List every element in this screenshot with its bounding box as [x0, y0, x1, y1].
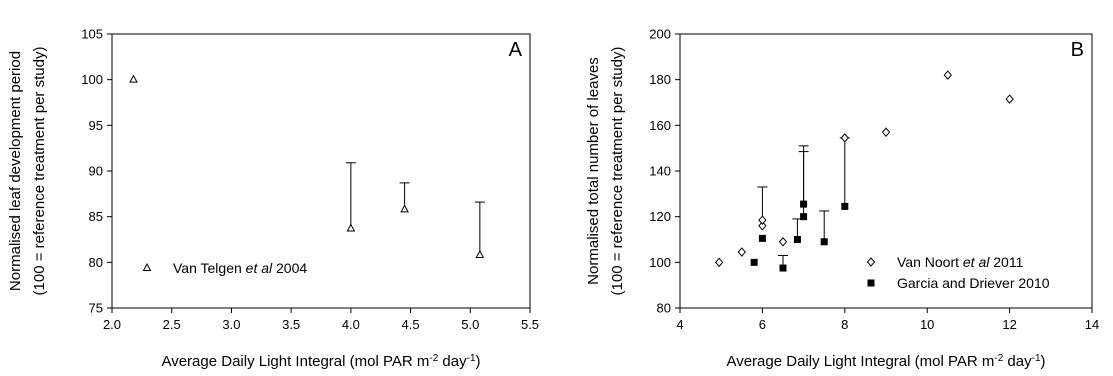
y-tick-label: 140	[649, 164, 671, 179]
data-point	[758, 234, 766, 242]
y-tick-label: 80	[657, 301, 671, 316]
x-tick-label: 8	[841, 317, 848, 332]
data-point	[750, 258, 758, 266]
data-point	[714, 257, 724, 268]
plot-frame	[679, 33, 1093, 309]
x-tick-label: 3.0	[222, 317, 240, 332]
data-point	[346, 223, 356, 232]
data-point	[737, 247, 746, 257]
y-tick-label: 100	[81, 72, 103, 87]
x-axis-label-part: )	[476, 353, 481, 370]
x-axis-label: Average Daily Light Integral (mol PAR m-…	[161, 353, 480, 371]
legend-label-part: Van Noort	[897, 254, 963, 270]
x-tick-label: 3.5	[282, 317, 300, 332]
legend-label-part: 2004	[272, 260, 307, 276]
x-tick-label: 10	[920, 317, 934, 332]
x-axis-label: Average Daily Light Integral (mol PAR m-…	[726, 353, 1045, 371]
data-point	[793, 236, 801, 243]
x-axis-label-sup: -1	[1032, 353, 1041, 364]
x-axis-label-part: day	[1003, 353, 1032, 370]
x-tick-label: 2.5	[163, 317, 181, 332]
x-tick-label: 2.0	[103, 317, 121, 332]
legend-label-part: Garcia and Driever 2010	[897, 275, 1050, 291]
y-tick-label: 180	[649, 72, 671, 87]
y-axis-label-line1: Normalised total number of leaves	[585, 57, 602, 285]
y-tick-label: 100	[649, 255, 671, 270]
legend-label-part: 2011	[989, 254, 1023, 270]
y-tick-label: 80	[89, 255, 103, 270]
data-point	[475, 249, 485, 259]
x-tick-label: 4	[676, 317, 683, 332]
data-point	[800, 200, 808, 208]
data-point	[800, 213, 808, 221]
x-axis-label-sup: -2	[994, 353, 1003, 364]
data-point	[943, 70, 952, 80]
x-axis-label-part: Average Daily Light Integral (mol PAR m	[161, 353, 429, 370]
x-axis-label-part: day	[438, 353, 467, 370]
x-axis-label-sup: -1	[467, 353, 476, 364]
legend-label: Van Telgen et al 2004	[173, 260, 307, 276]
data-point	[820, 238, 828, 246]
panel-label: B	[1071, 39, 1084, 61]
y-axis-label-line1: Normalised leaf development period	[7, 51, 24, 291]
x-tick-label: 5.0	[461, 317, 479, 332]
data-point	[840, 133, 849, 143]
data-point	[881, 127, 891, 137]
legend-marker	[142, 262, 152, 271]
x-tick-label: 5.5	[521, 317, 539, 332]
panel-b: 4 6 8 10 12 14 80 100 120 140 160 180 200 B Normalised…	[585, 27, 1099, 371]
legend-label: Van Noort et al 2011	[897, 254, 1024, 270]
legend-label-italic: et al	[963, 254, 990, 270]
panel-label: A	[509, 39, 523, 61]
y-axis-label-line2: (100 = reference treatment per study)	[609, 47, 626, 296]
data-point	[779, 264, 787, 272]
y-tick-label: 75	[89, 301, 103, 316]
panel-a: 2.0 2.5 3.0 3.5 4.0 4.5 5.0 5.5 75 80 85 90 95 100 105…	[7, 27, 539, 371]
legend-label-part: Van Telgen	[173, 260, 246, 276]
y-tick-label: 95	[89, 118, 103, 133]
x-tick-label: 14	[1085, 317, 1099, 332]
data-point	[841, 202, 849, 210]
data-point	[758, 215, 767, 225]
x-axis-label-sup: -2	[429, 353, 438, 364]
legend-label: Garcia and Driever 2010	[897, 275, 1050, 291]
data-point	[400, 204, 409, 213]
y-tick-label: 160	[649, 118, 671, 133]
x-tick-label: 6	[759, 317, 766, 332]
y-tick-label: 120	[649, 209, 671, 224]
data-point	[1005, 94, 1014, 104]
data-point	[129, 74, 138, 83]
legend-marker	[866, 257, 876, 267]
data-point	[758, 221, 767, 231]
x-tick-label: 4.5	[402, 317, 420, 332]
x-axis-label-part: )	[1041, 353, 1046, 370]
y-axis-label-line2: (100 = reference treatment per study)	[31, 47, 48, 296]
y-tick-label: 90	[89, 164, 103, 179]
x-tick-label: 4.0	[342, 317, 360, 332]
data-point	[778, 237, 788, 247]
x-axis-label-part: Average Daily Light Integral (mol PAR m	[726, 353, 994, 370]
legend-marker	[867, 279, 875, 287]
legend-label-italic: et al	[246, 260, 273, 276]
y-tick-label: 105	[81, 27, 103, 42]
y-tick-label: 200	[649, 27, 671, 42]
y-tick-label: 85	[89, 209, 103, 224]
x-tick-label: 12	[1002, 317, 1016, 332]
